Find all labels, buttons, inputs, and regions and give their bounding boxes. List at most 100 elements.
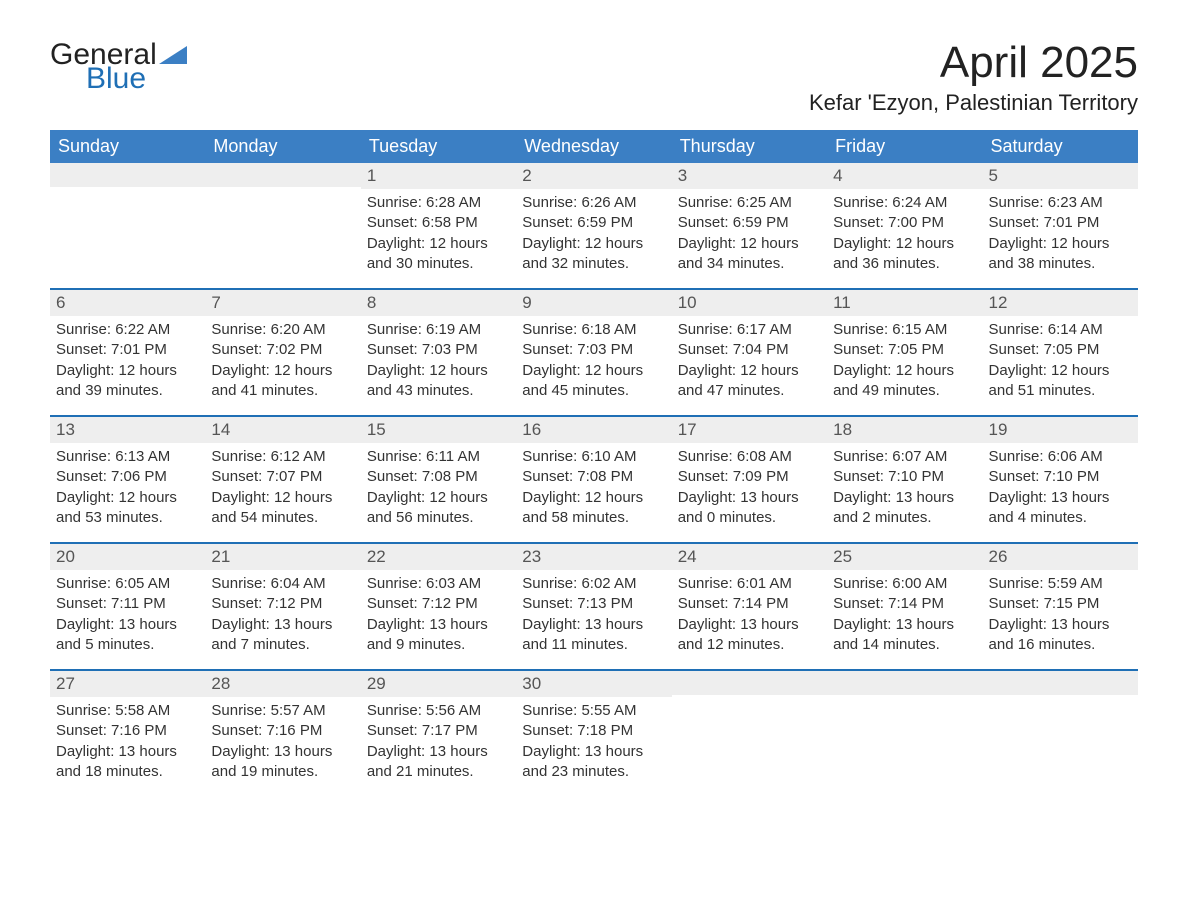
day-number bbox=[50, 163, 205, 187]
calendar-day: 19Sunrise: 6:06 AMSunset: 7:10 PMDayligh… bbox=[983, 417, 1138, 542]
day-detail-line: Sunset: 6:59 PM bbox=[678, 213, 821, 233]
day-detail-line: and 21 minutes. bbox=[367, 762, 510, 782]
day-detail-line: and 9 minutes. bbox=[367, 635, 510, 655]
calendar-page: General Blue April 2025 Kefar 'Ezyon, Pa… bbox=[0, 0, 1188, 836]
day-detail-line: Sunrise: 6:08 AM bbox=[678, 447, 821, 467]
calendar-day: 7Sunrise: 6:20 AMSunset: 7:02 PMDaylight… bbox=[205, 290, 360, 415]
day-detail-line: Sunrise: 6:04 AM bbox=[211, 574, 354, 594]
day-number: 18 bbox=[827, 417, 982, 443]
day-detail-line: Sunset: 7:04 PM bbox=[678, 340, 821, 360]
day-detail-line: Sunrise: 6:28 AM bbox=[367, 193, 510, 213]
day-number: 16 bbox=[516, 417, 671, 443]
calendar-day: 4Sunrise: 6:24 AMSunset: 7:00 PMDaylight… bbox=[827, 163, 982, 288]
day-number: 11 bbox=[827, 290, 982, 316]
day-detail-line: Sunset: 6:58 PM bbox=[367, 213, 510, 233]
day-detail-line: Sunrise: 6:10 AM bbox=[522, 447, 665, 467]
calendar-week: 27Sunrise: 5:58 AMSunset: 7:16 PMDayligh… bbox=[50, 669, 1138, 796]
day-detail-line: and 14 minutes. bbox=[833, 635, 976, 655]
calendar-day: 25Sunrise: 6:00 AMSunset: 7:14 PMDayligh… bbox=[827, 544, 982, 669]
day-details: Sunrise: 5:55 AMSunset: 7:18 PMDaylight:… bbox=[522, 697, 665, 782]
day-number: 17 bbox=[672, 417, 827, 443]
calendar-day: 17Sunrise: 6:08 AMSunset: 7:09 PMDayligh… bbox=[672, 417, 827, 542]
day-detail-line: Sunset: 7:10 PM bbox=[833, 467, 976, 487]
calendar-week: 6Sunrise: 6:22 AMSunset: 7:01 PMDaylight… bbox=[50, 288, 1138, 415]
day-detail-line: and 18 minutes. bbox=[56, 762, 199, 782]
calendar-day: 6Sunrise: 6:22 AMSunset: 7:01 PMDaylight… bbox=[50, 290, 205, 415]
weekday-header: Wednesday bbox=[516, 130, 671, 163]
day-detail-line: Sunset: 7:03 PM bbox=[367, 340, 510, 360]
day-detail-line: Sunrise: 6:26 AM bbox=[522, 193, 665, 213]
calendar-day: 8Sunrise: 6:19 AMSunset: 7:03 PMDaylight… bbox=[361, 290, 516, 415]
day-number: 2 bbox=[516, 163, 671, 189]
day-detail-line: Sunrise: 6:07 AM bbox=[833, 447, 976, 467]
day-detail-line: Daylight: 13 hours bbox=[56, 742, 199, 762]
day-details: Sunrise: 6:07 AMSunset: 7:10 PMDaylight:… bbox=[833, 443, 976, 528]
day-detail-line: Daylight: 12 hours bbox=[367, 361, 510, 381]
location-label: Kefar 'Ezyon, Palestinian Territory bbox=[809, 90, 1138, 116]
day-detail-line: Sunset: 7:13 PM bbox=[522, 594, 665, 614]
day-detail-line: Daylight: 13 hours bbox=[211, 742, 354, 762]
logo-triangle-icon bbox=[159, 46, 187, 64]
day-detail-line: Sunrise: 6:00 AM bbox=[833, 574, 976, 594]
day-detail-line: Daylight: 12 hours bbox=[833, 361, 976, 381]
day-detail-line: and 45 minutes. bbox=[522, 381, 665, 401]
day-detail-line: and 36 minutes. bbox=[833, 254, 976, 274]
day-detail-line: Sunset: 7:07 PM bbox=[211, 467, 354, 487]
calendar-day bbox=[205, 163, 360, 288]
day-detail-line: Sunrise: 6:24 AM bbox=[833, 193, 976, 213]
day-number: 10 bbox=[672, 290, 827, 316]
day-detail-line: Sunrise: 6:18 AM bbox=[522, 320, 665, 340]
day-number: 27 bbox=[50, 671, 205, 697]
day-detail-line: and 32 minutes. bbox=[522, 254, 665, 274]
day-detail-line: Sunrise: 5:55 AM bbox=[522, 701, 665, 721]
day-number: 7 bbox=[205, 290, 360, 316]
day-details: Sunrise: 6:11 AMSunset: 7:08 PMDaylight:… bbox=[367, 443, 510, 528]
day-detail-line: Daylight: 13 hours bbox=[522, 742, 665, 762]
day-number: 29 bbox=[361, 671, 516, 697]
day-detail-line: Daylight: 12 hours bbox=[522, 488, 665, 508]
day-detail-line: Daylight: 13 hours bbox=[522, 615, 665, 635]
day-detail-line: Sunset: 7:01 PM bbox=[989, 213, 1132, 233]
day-detail-line: Daylight: 12 hours bbox=[56, 488, 199, 508]
day-detail-line: Sunset: 7:10 PM bbox=[989, 467, 1132, 487]
calendar-day: 3Sunrise: 6:25 AMSunset: 6:59 PMDaylight… bbox=[672, 163, 827, 288]
day-number: 26 bbox=[983, 544, 1138, 570]
day-detail-line: Sunrise: 6:20 AM bbox=[211, 320, 354, 340]
day-detail-line: Sunrise: 5:56 AM bbox=[367, 701, 510, 721]
calendar-day: 1Sunrise: 6:28 AMSunset: 6:58 PMDaylight… bbox=[361, 163, 516, 288]
day-detail-line: Sunset: 7:15 PM bbox=[989, 594, 1132, 614]
day-number: 5 bbox=[983, 163, 1138, 189]
day-detail-line: and 0 minutes. bbox=[678, 508, 821, 528]
day-number: 23 bbox=[516, 544, 671, 570]
day-details: Sunrise: 5:59 AMSunset: 7:15 PMDaylight:… bbox=[989, 570, 1132, 655]
day-detail-line: Sunrise: 6:12 AM bbox=[211, 447, 354, 467]
day-detail-line: and 43 minutes. bbox=[367, 381, 510, 401]
calendar-day: 22Sunrise: 6:03 AMSunset: 7:12 PMDayligh… bbox=[361, 544, 516, 669]
calendar-day: 14Sunrise: 6:12 AMSunset: 7:07 PMDayligh… bbox=[205, 417, 360, 542]
day-number bbox=[672, 671, 827, 695]
day-number: 25 bbox=[827, 544, 982, 570]
day-number: 20 bbox=[50, 544, 205, 570]
day-detail-line: and 16 minutes. bbox=[989, 635, 1132, 655]
weekday-header: Friday bbox=[827, 130, 982, 163]
day-detail-line: Daylight: 12 hours bbox=[522, 234, 665, 254]
day-detail-line: Sunset: 7:06 PM bbox=[56, 467, 199, 487]
day-detail-line: Daylight: 13 hours bbox=[833, 615, 976, 635]
day-details: Sunrise: 6:00 AMSunset: 7:14 PMDaylight:… bbox=[833, 570, 976, 655]
day-details: Sunrise: 6:05 AMSunset: 7:11 PMDaylight:… bbox=[56, 570, 199, 655]
day-detail-line: Sunrise: 6:14 AM bbox=[989, 320, 1132, 340]
day-details: Sunrise: 6:10 AMSunset: 7:08 PMDaylight:… bbox=[522, 443, 665, 528]
day-detail-line: Sunrise: 5:57 AM bbox=[211, 701, 354, 721]
day-details: Sunrise: 6:03 AMSunset: 7:12 PMDaylight:… bbox=[367, 570, 510, 655]
day-detail-line: Daylight: 12 hours bbox=[211, 361, 354, 381]
calendar-week: 20Sunrise: 6:05 AMSunset: 7:11 PMDayligh… bbox=[50, 542, 1138, 669]
day-detail-line: Daylight: 13 hours bbox=[678, 615, 821, 635]
day-detail-line: Sunrise: 5:58 AM bbox=[56, 701, 199, 721]
logo: General Blue bbox=[50, 40, 187, 94]
weekday-header: Sunday bbox=[50, 130, 205, 163]
day-detail-line: Sunset: 7:11 PM bbox=[56, 594, 199, 614]
day-detail-line: Sunrise: 6:05 AM bbox=[56, 574, 199, 594]
day-detail-line: Daylight: 12 hours bbox=[367, 488, 510, 508]
day-detail-line: Daylight: 13 hours bbox=[56, 615, 199, 635]
day-detail-line: Sunrise: 6:19 AM bbox=[367, 320, 510, 340]
